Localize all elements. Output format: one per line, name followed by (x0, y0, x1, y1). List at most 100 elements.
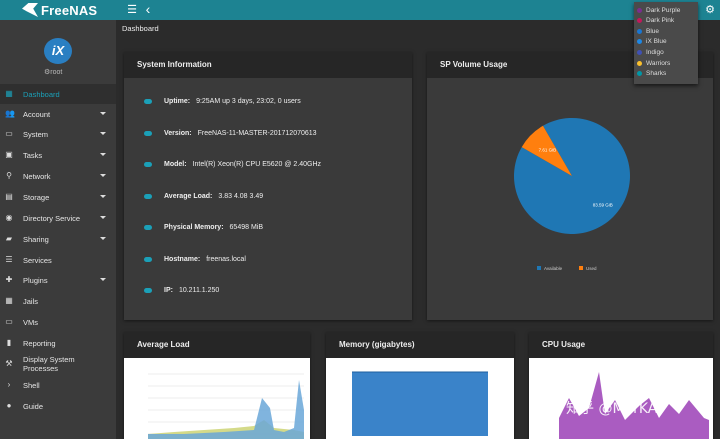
processes-icon: ⚒ (5, 359, 13, 368)
legend-label[interactable]: Available (544, 266, 563, 271)
system-info-row: Uptime: 9:25AM up 3 days, 23:02, 0 users (144, 98, 301, 105)
network-icon: ⚲ (6, 171, 12, 180)
chevron-down-icon (100, 153, 106, 156)
sidebar-item-tasks[interactable]: ▣ Tasks (0, 145, 116, 165)
theme-menu-label: iX Blue (646, 38, 667, 46)
bullet-icon (144, 257, 152, 262)
theme-menu-label: Blue (646, 27, 660, 35)
info-key: Average Load: (164, 193, 213, 200)
chart-background (124, 358, 310, 439)
average-load-card: Average Load (124, 332, 310, 439)
avatar[interactable]: iX (44, 38, 72, 64)
user-icon: ⚙ (44, 69, 51, 76)
cpu-usage-chart (529, 358, 713, 439)
sidebar-item-network[interactable]: ⚲ Network (0, 166, 116, 186)
sidebar-item-label: Shell (23, 380, 40, 390)
sidebar-item-guide[interactable]: ● Guide (0, 396, 116, 416)
info-value: 10.211.1.250 (178, 287, 220, 294)
theme-menu-item[interactable]: Dark Purple (637, 5, 680, 15)
system-info-row: Physical Memory: 65498 MiB (144, 224, 263, 231)
sidebar-item-plugins[interactable]: ✚ Plugins (0, 270, 116, 290)
sidebar-item-system[interactable]: ▭ System (0, 124, 116, 144)
info-value: freenas.local (206, 256, 246, 263)
bullet-icon (144, 194, 152, 199)
settings-button[interactable]: ⚙ (702, 2, 718, 18)
theme-color-swatch-icon (637, 28, 642, 34)
info-value: Intel(R) Xeon(R) CPU E5620 @ 2.40GHz (192, 161, 322, 168)
account-icon: 👥 (5, 109, 15, 118)
sidebar-item-label: System (23, 129, 49, 139)
username-label: root (50, 69, 63, 76)
theme-menu-item[interactable]: iX Blue (637, 37, 667, 47)
sidebar-item-sharing[interactable]: ▰ Sharing (0, 229, 116, 249)
directory-service-icon: ◉ (5, 213, 13, 222)
sidebar-item-jails[interactable]: ▦ Jails (0, 291, 116, 311)
info-key: Model: (164, 161, 187, 168)
memory-card: Memory (gigabytes) (326, 332, 514, 439)
theme-menu-label: Warriors (646, 59, 671, 67)
sidebar-item-label: Storage (23, 192, 50, 202)
card-title: CPU Usage (529, 332, 713, 358)
sidebar-item-label: Display System Processes (23, 355, 75, 373)
system-information-card: System Information Uptime: 9:25AM up 3 da… (124, 52, 412, 320)
vms-icon: ▭ (5, 317, 13, 326)
bullet-icon (144, 99, 152, 104)
theme-menu-item[interactable]: Indigo (637, 47, 664, 57)
system-info-row: IP: 10.211.1.250 (144, 287, 219, 294)
plugins-icon: ✚ (5, 275, 13, 284)
tasks-icon: ▣ (5, 150, 13, 159)
menu-toggle-button[interactable]: ☰ (124, 2, 140, 18)
cpu-usage-card: CPU Usage (529, 332, 713, 439)
theme-menu-item[interactable]: Sharks (637, 69, 666, 79)
memory-area (352, 372, 488, 436)
sidebar: iX ⚙root ▦ Dashboard 👥 Account ▭ System ▣ Tasks… (0, 20, 116, 439)
memory-chart (326, 358, 514, 439)
sidebar-item-label: Reporting (23, 338, 56, 348)
freenas-logo[interactable]: FreeNAS (22, 2, 102, 18)
chevron-down-icon (100, 237, 106, 240)
sidebar-item-shell[interactable]: › Shell (0, 375, 116, 395)
system-info-row: Average Load: 3.83 4.08 3.49 (144, 193, 263, 200)
logo-text: FreeNAS (41, 2, 98, 18)
info-key: Physical Memory: (164, 224, 224, 231)
collapse-button[interactable]: ‹ (140, 2, 156, 18)
load-series-2 (148, 380, 304, 439)
bullet-icon (144, 288, 152, 293)
sidebar-item-label: Tasks (23, 150, 43, 160)
username: ⚙root (44, 68, 62, 76)
chevron-down-icon (100, 132, 106, 135)
card-title: System Information (124, 52, 412, 78)
sidebar-item-services[interactable]: ☰ Services (0, 250, 116, 270)
sidebar-item-label: Network (23, 171, 51, 181)
info-value: FreeNAS-11-MASTER-201712070613 (197, 130, 317, 137)
theme-color-swatch-icon (637, 49, 642, 55)
sidebar-item-label: Plugins (23, 275, 48, 285)
theme-menu-item[interactable]: Dark Pink (637, 16, 674, 26)
pie-slice-used[interactable] (521, 125, 572, 176)
services-icon: ☰ (5, 255, 13, 264)
theme-menu-item[interactable]: Warriors (637, 58, 670, 68)
theme-color-swatch-icon (637, 7, 642, 13)
sidebar-item-account[interactable]: 👥 Account (0, 104, 116, 124)
sidebar-item-display-system-processes[interactable]: ⚒ Display System Processes (0, 354, 116, 374)
theme-menu-item[interactable]: Blue (637, 26, 659, 36)
chevron-down-icon (100, 278, 106, 281)
gear-icon: ⚙ (705, 4, 715, 16)
bullet-icon (144, 131, 152, 136)
info-key: IP: (164, 287, 173, 294)
system-info-row: Version: FreeNAS-11-MASTER-201712070613 (144, 130, 317, 137)
storage-icon: ▤ (5, 192, 13, 201)
legend-label[interactable]: Used (586, 266, 597, 271)
sidebar-item-label: Dashboard (23, 89, 60, 99)
sidebar-item-dashboard[interactable]: ▦ Dashboard (0, 84, 116, 104)
sidebar-item-directory-service[interactable]: ◉ Directory Service (0, 208, 116, 228)
chevron-left-icon: ‹ (145, 1, 151, 17)
sidebar-item-reporting[interactable]: ▮ Reporting (0, 333, 116, 353)
breadcrumb: Dashboard (122, 24, 159, 33)
sharing-icon: ▰ (5, 234, 13, 243)
theme-color-swatch-icon (637, 71, 642, 77)
sidebar-item-vms[interactable]: ▭ VMs (0, 312, 116, 332)
bullet-icon (144, 225, 152, 230)
average-load-chart (124, 358, 310, 439)
sidebar-item-storage[interactable]: ▤ Storage (0, 187, 116, 207)
